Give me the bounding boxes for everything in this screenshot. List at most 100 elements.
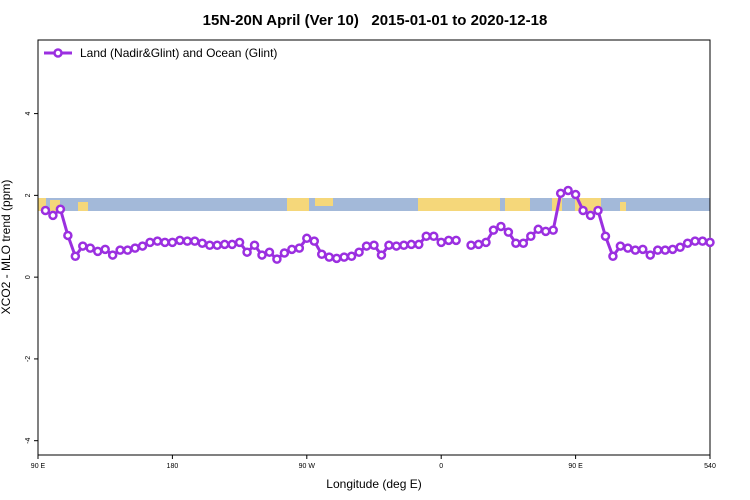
data-point (204, 240, 215, 251)
data-point (600, 231, 611, 242)
data-point (630, 245, 641, 255)
map-strip (38, 198, 710, 211)
y-tick-label: 4 (25, 112, 32, 116)
data-point (55, 204, 66, 215)
legend-marker (53, 48, 63, 58)
x-tick-label: 0 (439, 463, 443, 470)
y-axis-label: XCO2 - MLO trend (ppm) (0, 180, 13, 315)
data-point (488, 225, 499, 235)
y-tick-label: -4 (25, 437, 32, 443)
data-point (391, 241, 402, 251)
data-point (182, 236, 193, 246)
data-point (615, 241, 626, 251)
data-point (287, 244, 297, 255)
chart-title: 15N-20N April (Ver 10) 2015-01-01 to 202… (203, 12, 548, 29)
data-point (152, 236, 163, 246)
data-point (107, 250, 118, 260)
data-point (682, 238, 693, 248)
data-point (503, 227, 514, 237)
data-point (249, 240, 260, 251)
y-tick-label: 2 (25, 193, 32, 197)
data-point (436, 237, 446, 248)
data-point (219, 239, 230, 250)
data-point (697, 236, 708, 246)
data-point (48, 210, 58, 221)
data-point (212, 240, 222, 251)
data-point (331, 253, 342, 264)
data-point (100, 244, 110, 255)
data-point (406, 239, 417, 250)
data-point (399, 240, 409, 251)
x-tick-label: 180 (167, 463, 179, 470)
data-point (63, 230, 73, 241)
data-point (555, 188, 566, 199)
data-point (540, 226, 551, 237)
data-point (115, 245, 125, 255)
data-point (294, 243, 305, 253)
data-point (563, 185, 573, 196)
data-point (443, 235, 454, 246)
data-point (451, 235, 461, 246)
data-point (608, 251, 618, 262)
plot-frame (37, 39, 711, 456)
data-point (40, 205, 51, 216)
x-axis-label: Longitude (deg E) (326, 477, 421, 491)
data-point (518, 238, 529, 248)
data-point (130, 243, 140, 253)
data-point (496, 221, 506, 232)
data-point (675, 242, 685, 253)
data-point (376, 250, 387, 260)
data-point (623, 243, 633, 253)
data-point (428, 231, 439, 242)
data-point (264, 247, 275, 257)
data-point (593, 205, 603, 216)
data-point (85, 243, 96, 253)
data-point (346, 251, 357, 262)
data-point (145, 237, 155, 248)
data-point (242, 247, 252, 257)
data-point (234, 237, 245, 248)
data-point (354, 247, 364, 257)
data-point (660, 245, 670, 255)
x-tick-label: 90 E (568, 463, 583, 470)
legend-label: Land (Nadir&Glint) and Ocean (Glint) (80, 46, 277, 60)
y-tick-label: 0 (25, 275, 32, 279)
data-point (652, 245, 663, 255)
data-point (511, 238, 521, 248)
data-point (70, 251, 81, 262)
x-tick-label: 90 W (299, 463, 316, 470)
data-point (227, 239, 237, 250)
data-point (421, 231, 432, 242)
data-point (473, 239, 484, 250)
data-point (309, 236, 320, 246)
data-point (92, 246, 103, 257)
data-point (175, 235, 185, 246)
data-point (78, 241, 88, 251)
data-point (466, 240, 476, 251)
data-point (667, 244, 678, 255)
data-point (197, 238, 208, 248)
data-point (645, 250, 656, 260)
data-point (272, 254, 282, 264)
data-point (638, 244, 648, 255)
data-point (481, 237, 491, 248)
data-point (585, 210, 596, 221)
data-point (369, 240, 379, 251)
y-tick-label: -2 (25, 356, 32, 362)
data-point (526, 231, 536, 242)
data-point (570, 189, 581, 200)
data-point (137, 241, 148, 251)
x-tick-label: 540 (704, 463, 716, 470)
data-point (384, 240, 394, 251)
data-point (122, 245, 133, 255)
data-point (190, 236, 200, 246)
data-point (167, 237, 178, 248)
data-point (361, 241, 372, 251)
data-point (279, 248, 290, 258)
data-point (160, 237, 170, 248)
data-point (414, 239, 424, 250)
data-point (257, 250, 267, 260)
data-point (533, 224, 544, 235)
data-point (690, 236, 700, 246)
